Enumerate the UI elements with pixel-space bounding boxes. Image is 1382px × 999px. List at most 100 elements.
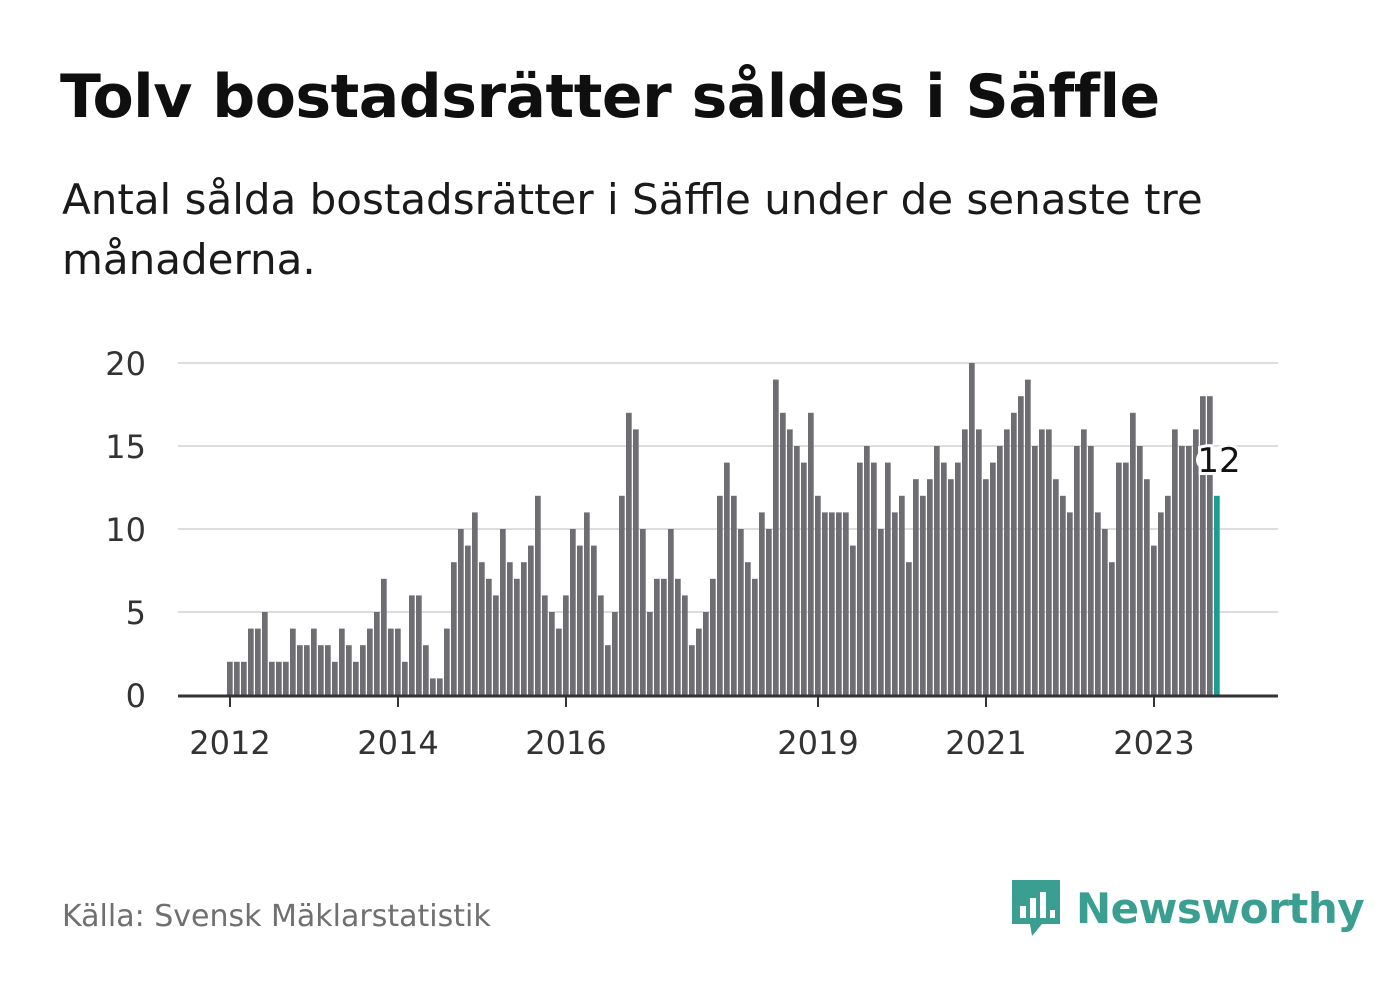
bar [731, 495, 737, 695]
bar [1067, 512, 1073, 695]
bar [556, 628, 562, 695]
gridlines [178, 362, 1278, 613]
bar [325, 645, 331, 695]
chart-subtitle: Antal sålda bostadsrätter i Säffle under… [62, 175, 1203, 284]
bar [1109, 562, 1115, 695]
bar [570, 529, 576, 695]
last-value-label: 12 [1197, 441, 1240, 481]
bar [1025, 379, 1031, 695]
bar [1179, 446, 1185, 695]
bar [451, 562, 457, 695]
bar [668, 529, 674, 695]
bar [906, 562, 912, 695]
bar [318, 645, 324, 695]
bar [1193, 429, 1199, 695]
bar [990, 462, 996, 695]
bar [542, 595, 548, 695]
brand-name: Newsworthy [1076, 883, 1365, 933]
bar [969, 363, 975, 695]
bar [1039, 429, 1045, 695]
source-note: Källa: Svensk Mäklarstatistik [62, 899, 491, 934]
bar [1060, 495, 1066, 695]
bar [598, 595, 604, 695]
bar [276, 661, 282, 695]
x-tick-label: 2016 [525, 724, 606, 762]
bar [766, 529, 772, 695]
bar [332, 661, 338, 695]
bar [661, 578, 667, 695]
bar [360, 645, 366, 695]
bar [255, 628, 261, 695]
bar [304, 645, 310, 695]
bar [346, 645, 352, 695]
bar [339, 628, 345, 695]
bar [920, 495, 926, 695]
x-tick-label: 2021 [945, 724, 1026, 762]
y-tick-label: 5 [126, 594, 146, 632]
y-axis-labels: 0 5 10 15 20 [105, 345, 146, 715]
last-value-annotation: 12 [1194, 438, 1243, 484]
bar [423, 645, 429, 695]
bar [752, 578, 758, 695]
x-tick-label: 2019 [777, 724, 858, 762]
bar [395, 628, 401, 695]
bar [871, 462, 877, 695]
bar [269, 661, 275, 695]
bar [248, 628, 254, 695]
bar [437, 678, 443, 695]
bar [549, 612, 555, 695]
bar [1088, 446, 1094, 695]
bar [675, 578, 681, 695]
bar [1144, 479, 1150, 695]
bar [381, 578, 387, 695]
bar [1011, 412, 1017, 695]
bar [759, 512, 765, 695]
bar [962, 429, 968, 695]
bar [850, 545, 856, 695]
bar [444, 628, 450, 695]
x-tick-label: 2023 [1113, 724, 1194, 762]
bar [563, 595, 569, 695]
bar [1081, 429, 1087, 695]
bar [815, 495, 821, 695]
bar [577, 545, 583, 695]
bar [262, 612, 268, 695]
bar-chart-speech-bubble-icon [1012, 880, 1060, 936]
bar [234, 661, 240, 695]
bar [297, 645, 303, 695]
bar [696, 628, 702, 695]
y-tick-label: 20 [105, 345, 146, 383]
bar [913, 479, 919, 695]
bar [626, 412, 632, 695]
bar [801, 462, 807, 695]
bar [1158, 512, 1164, 695]
bar [479, 562, 485, 695]
bar [1137, 446, 1143, 695]
chart-title: Tolv bostadsrätter såldes i Säffle [60, 62, 1160, 132]
bars [227, 363, 1220, 695]
bar [472, 512, 478, 695]
bar [934, 446, 940, 695]
bar [402, 661, 408, 695]
bar [745, 562, 751, 695]
bar [864, 446, 870, 695]
bar [983, 479, 989, 695]
bar [1186, 446, 1192, 695]
bar [899, 495, 905, 695]
bar [353, 661, 359, 695]
bar [1046, 429, 1052, 695]
bar [1116, 462, 1122, 695]
bar [1074, 446, 1080, 695]
bar [808, 412, 814, 695]
bar [892, 512, 898, 695]
bar [1200, 396, 1206, 695]
bar [514, 578, 520, 695]
bar [836, 512, 842, 695]
bar [878, 529, 884, 695]
bar [458, 529, 464, 695]
bar [1095, 512, 1101, 695]
bar [647, 612, 653, 695]
bar [521, 562, 527, 695]
bar [584, 512, 590, 695]
bar [1123, 462, 1129, 695]
